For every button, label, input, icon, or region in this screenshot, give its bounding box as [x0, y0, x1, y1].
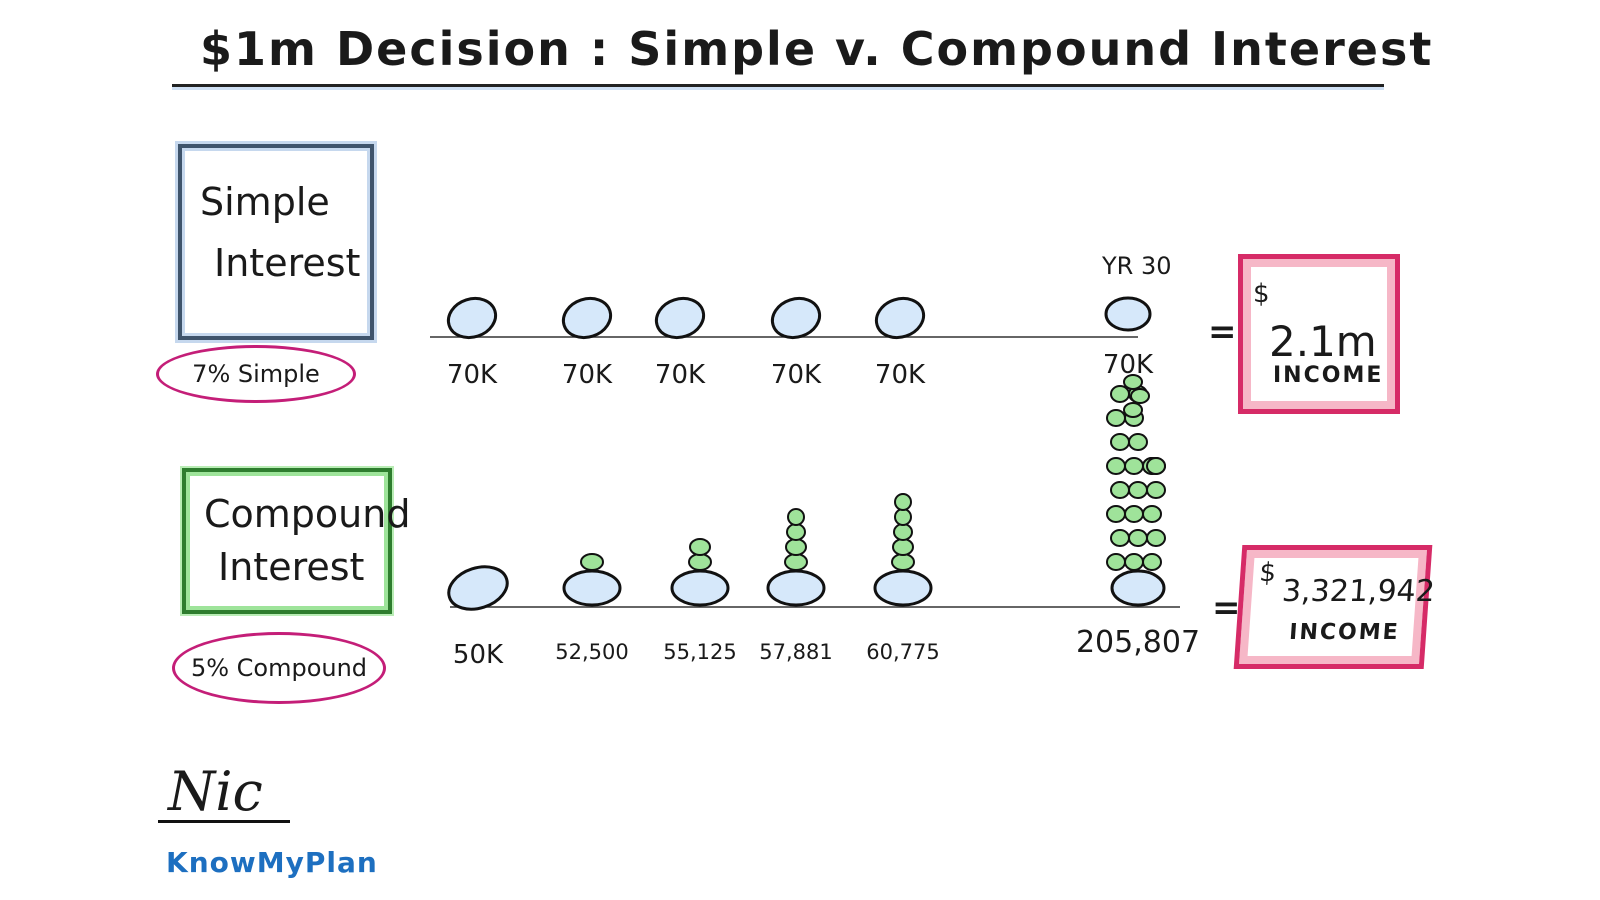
compound-rate-circle: 5% Compound: [172, 632, 386, 704]
compound-coin: [670, 569, 730, 607]
growth-coin: [1124, 553, 1144, 571]
growth-coin: [787, 508, 805, 526]
simple-rate-label: 7% Simple: [192, 360, 320, 388]
page-title: $1m Decision : Simple v. Compound Intere…: [200, 22, 1434, 76]
simple-result-box: $ 2.1m INCOME: [1238, 254, 1400, 414]
growth-coin: [1106, 409, 1126, 427]
simple-coin: [561, 296, 613, 340]
compound-result-amount: 3,321,942: [1280, 574, 1436, 609]
compound-payment-label: 205,807: [1075, 625, 1201, 660]
growth-coin: [1110, 481, 1130, 499]
growth-coin: [1110, 385, 1130, 403]
growth-coin: [1123, 402, 1143, 418]
growth-coin: [1106, 505, 1126, 523]
simple-interest-box: Simple Interest: [178, 144, 374, 340]
compound-result-symbol: $: [1258, 558, 1277, 588]
growth-coin: [1142, 505, 1162, 523]
simple-payment-label: 70K: [874, 360, 926, 390]
author-signature: Nic: [168, 760, 263, 823]
simple-box-line2: Interest: [214, 240, 361, 285]
growth-coin: [1123, 374, 1143, 390]
simple-payment-label: 70K: [446, 360, 498, 390]
growth-coin: [1146, 457, 1166, 475]
simple-result-unit: INCOME: [1273, 363, 1384, 388]
growth-coin: [894, 508, 912, 526]
growth-coin: [1142, 553, 1162, 571]
growth-coin: [1110, 433, 1130, 451]
simple-rate-circle: 7% Simple: [156, 345, 356, 403]
growth-coin: [1146, 529, 1166, 547]
growth-coin: [1130, 388, 1150, 404]
growth-coin: [894, 493, 912, 511]
compound-coins-group: [447, 374, 1180, 611]
growth-coin: [1146, 481, 1166, 499]
compound-payment-label: 50K: [452, 640, 504, 670]
compound-coin: [766, 569, 826, 607]
growth-coin: [1128, 529, 1148, 547]
simple-equals-sign: =: [1208, 312, 1237, 352]
compound-payment-label: 52,500: [555, 640, 629, 664]
growth-coin: [1106, 457, 1126, 475]
growth-coin: [892, 538, 914, 556]
compound-result-unit: INCOME: [1288, 620, 1401, 645]
compound-coin: [447, 565, 509, 611]
brand-logo-text: KnowMyPlan: [166, 846, 378, 879]
simple-coins-group: [430, 296, 1152, 340]
growth-coin: [1110, 529, 1130, 547]
growth-coin: [1128, 481, 1148, 499]
growth-coin: [786, 523, 806, 541]
growth-coin: [1106, 553, 1126, 571]
growth-coin: [1124, 457, 1144, 475]
title-underline: [172, 84, 1384, 87]
compound-box-line2: Interest: [218, 545, 365, 590]
compound-coin: [873, 569, 933, 607]
growth-coin: [580, 553, 604, 571]
simple-coin: [654, 296, 706, 340]
simple-result-symbol: $: [1253, 279, 1270, 309]
growth-coin: [689, 538, 711, 556]
compound-payment-label: 60,775: [866, 640, 940, 664]
simple-coin: [446, 296, 498, 340]
compound-coin: [1110, 569, 1166, 607]
compound-rate-label: 5% Compound: [190, 654, 368, 682]
compound-payment-label: 57,881: [759, 640, 833, 664]
compound-equals-sign: =: [1212, 588, 1241, 628]
growth-coin: [785, 538, 807, 556]
simple-payment-label: 70K: [654, 360, 706, 390]
growth-coin: [893, 523, 913, 541]
compound-result-box: $ 3,321,942 INCOME: [1233, 545, 1436, 669]
simple-result-amount: 2.1m: [1269, 317, 1377, 366]
year-30-label: YR 30: [1102, 252, 1172, 280]
growth-coin: [1128, 433, 1148, 451]
growth-coin: [1124, 505, 1144, 523]
simple-coin: [1104, 296, 1152, 332]
growth-coin: [688, 553, 712, 571]
compound-payment-label: 55,125: [663, 640, 737, 664]
growth-coin: [891, 553, 915, 571]
simple-payment-label: 70K: [770, 360, 822, 390]
compound-interest-box: Compound Interest: [182, 468, 411, 614]
signature-underline: [158, 820, 290, 823]
growth-coin: [784, 553, 808, 571]
compound-box-line1: Compound: [204, 492, 411, 536]
simple-coin: [874, 296, 926, 340]
simple-box-line1: Simple: [200, 180, 330, 224]
simple-coin: [770, 296, 822, 340]
compound-coin: [562, 569, 622, 607]
simple-payment-label: 70K: [561, 360, 613, 390]
simple-payment-label: 70K: [1102, 350, 1154, 380]
